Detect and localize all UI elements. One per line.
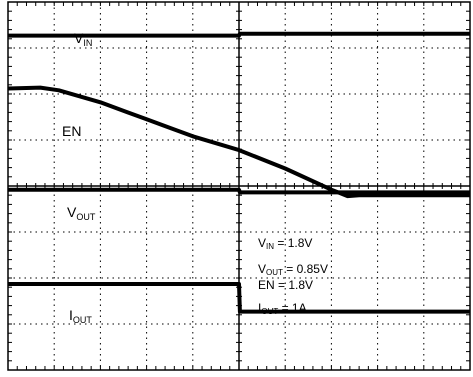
condition-en: EN = 1.8V: [258, 278, 313, 292]
en-label: EN: [62, 123, 81, 139]
